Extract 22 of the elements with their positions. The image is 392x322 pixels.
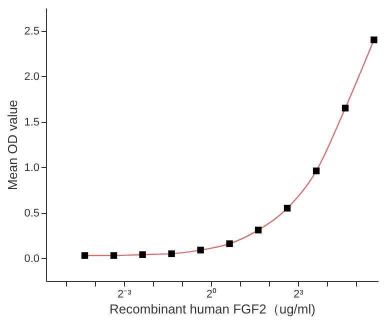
- point: [342, 104, 349, 112]
- y-tick-label: 2.0: [24, 70, 40, 83]
- point: [81, 252, 88, 259]
- point: [370, 36, 378, 44]
- point: [284, 204, 291, 212]
- point: [197, 246, 204, 254]
- y-tick-label: 1.5: [24, 116, 40, 128]
- y-tick-label: 1.0: [24, 162, 40, 174]
- y-tick-label: 2.5: [24, 25, 40, 38]
- point: [226, 240, 233, 248]
- x-tick-label: 2⁻³: [118, 288, 132, 300]
- x-tick-label: 2⁰: [206, 288, 217, 300]
- point: [110, 252, 118, 259]
- y-tick-label: 0.5: [24, 207, 40, 220]
- point: [254, 226, 262, 234]
- point: [139, 251, 146, 258]
- point: [312, 168, 320, 174]
- x-axis-title: Recombinant human FGF2（ug/ml): [110, 302, 316, 316]
- y-axis-title: Mean OD value: [5, 100, 20, 190]
- x-tick-label: 2³: [294, 288, 304, 300]
- point: [168, 250, 175, 258]
- y-tick-label: 0.0: [24, 252, 40, 265]
